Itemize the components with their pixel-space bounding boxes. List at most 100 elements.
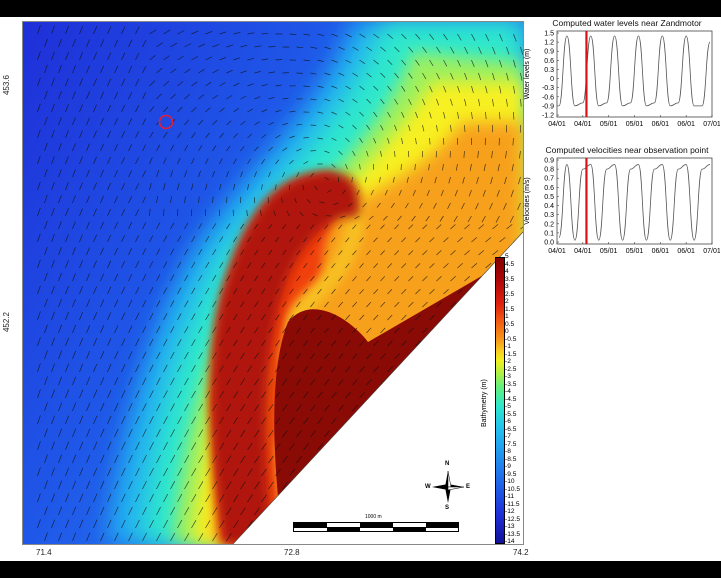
chart1-y-tick-label: -0.6 — [542, 94, 554, 101]
chart2-x-tick-label: 06/01 — [652, 248, 670, 255]
map-y-tick-2: 452.2 — [2, 312, 11, 333]
colorbar-tick-label: -6 — [505, 418, 511, 425]
chart2-y-tick-label: 0.3 — [544, 212, 554, 219]
colorbar-tick-label: -5 — [505, 403, 511, 410]
chart1-series-line — [558, 35, 711, 107]
colorbar-tick-label: 3 — [505, 283, 509, 290]
map-x-tick-1: 71.4 — [36, 548, 52, 557]
chart1-x-tick-label: 06/01 — [652, 121, 670, 128]
colorbar-tick-label: -13 — [505, 523, 515, 530]
colorbar-tick-label: -2 — [505, 358, 511, 365]
chart1-x-tick-label: 04/01 — [574, 121, 592, 128]
compass-w: W — [425, 484, 431, 490]
colorbar-tick-label: -12 — [505, 508, 515, 515]
chart1-x-tick-label: 04/01 — [548, 121, 566, 128]
figure-canvas: 5 4.5 4 3.5 3 2.5 2 1.5 1 0.5 0 -0.5 -1 -1.5 -2 -2.5 -3-… — [0, 17, 721, 561]
colorbar-tick-label: -8 — [505, 448, 511, 455]
chart1-y-tick-label: -0.3 — [542, 85, 554, 92]
chart2-y-tick-label: 0.7 — [544, 176, 554, 183]
colorbar-tick-label: -13.5 — [505, 530, 521, 538]
chart1-x-tick-label: 06/01 — [677, 121, 695, 128]
compass-n: N — [445, 461, 450, 467]
colorbar-tick-label: 4 — [505, 268, 509, 275]
chart1-title: Computed water levels near Zandmotor — [552, 18, 702, 28]
colorbar-tick-label: -7 — [505, 433, 511, 440]
chart2-y-tick-label: 0.4 — [544, 203, 554, 210]
compass-rose-icon — [432, 470, 465, 503]
chart1-y-tick-label: 1.2 — [544, 40, 554, 47]
colorbar-tick-label: 0 — [505, 328, 509, 335]
colorbar-tick-label: -6.5 — [505, 425, 517, 433]
flow-vectors — [37, 25, 523, 542]
chart1-y-tick-label: 1.5 — [544, 31, 554, 38]
colorbar-tick-label: -4.5 — [505, 395, 517, 403]
map-x-tick-2: 72.8 — [284, 548, 300, 557]
colorbar-tick-label: 2 — [505, 298, 509, 305]
colorbar-tick-label: -12.5 — [505, 515, 521, 523]
chart1-y-tick-label: -1.2 — [542, 113, 554, 120]
colorbar-tick-label: 1.5 — [505, 305, 515, 313]
colorbar-tick-label: -1.5 — [505, 350, 517, 358]
colorbar-tick-label: -2.5 — [505, 365, 517, 373]
colorbar-tick-label: -11 — [505, 493, 515, 500]
chart1-x-tick-label: 05/01 — [600, 121, 618, 128]
chart2-y-tick-label: 0.1 — [544, 230, 554, 237]
chart1-y-tick-label: -0.9 — [542, 103, 554, 110]
colorbar-tick-label: -3 — [505, 373, 511, 380]
map-x-tick-3: 74.2 — [513, 548, 529, 557]
chart2-x-tick-label: 05/01 — [626, 248, 644, 255]
bathymetry-map: 5 4.5 4 3.5 3 2.5 2 1.5 1 0.5 0 -0.5 -1 -1.5 -2 -2.5 -3-… — [22, 21, 524, 545]
chart2-y-tick-label: 0.9 — [544, 158, 554, 165]
bathymetry-map-svg — [23, 22, 523, 544]
chart1-x-tick-label: 07/01 — [703, 121, 720, 128]
colorbar-tick-label: -10 — [505, 478, 515, 485]
colorbar-tick-label: -7.5 — [505, 440, 517, 448]
chart2-y-tick-label: 0.8 — [544, 167, 554, 174]
colorbar-tick-label: -10.5 — [505, 485, 521, 493]
scale-bar-label: 1000 m — [365, 514, 382, 520]
colorbar-tick-label: -8.5 — [505, 455, 517, 463]
chart1-x-tick-label: 05/01 — [626, 121, 644, 128]
chart2-title: Computed velocities near observation poi… — [545, 145, 709, 155]
colorbar-tick-label: -11.5 — [505, 500, 520, 508]
colorbar-tick-label: 5 — [505, 253, 509, 260]
map-y-tick-1: 453.6 — [2, 75, 11, 96]
chart1-y-axis-label: Water levels (m) — [524, 49, 531, 100]
water-level-chart: 1.51.20.90.60.30-0.3-0.6-0.9-1.204/01 04/… — [524, 31, 720, 129]
chart2-y-tick-label: 0.5 — [544, 194, 554, 201]
chart2-series-line — [558, 164, 711, 241]
colorbar-tick-label: -9.5 — [505, 470, 517, 478]
chart2-x-tick-label: 07/01 — [703, 248, 720, 255]
colorbar-tick-label: 2.5 — [505, 290, 515, 298]
velocity-chart: 0.90.80.70.60.50.40.30.20.10.004/01 04/01… — [524, 158, 720, 256]
observation-point-marker — [158, 114, 174, 130]
chart1-y-tick-label: 0 — [550, 76, 554, 83]
colorbar-tick-label: -14 — [505, 538, 515, 545]
chart2-x-tick-label: 05/01 — [600, 248, 618, 255]
colorbar-tick-label: -1 — [505, 343, 511, 350]
colorbar-title: Bathymetry (m) — [481, 379, 488, 427]
chart1-y-tick-label: 0.6 — [544, 58, 554, 65]
colorbar-tick-label: 0.5 — [505, 320, 515, 328]
colorbar-tick-label: 3.5 — [505, 275, 515, 283]
colorbar-tick-label: -3.5 — [505, 380, 517, 388]
north-arrow-compass: N E S W — [425, 461, 471, 511]
colorbar — [495, 257, 505, 544]
chart2-y-tick-label: 0.2 — [544, 221, 554, 228]
colorbar-tick-label: -5.5 — [505, 410, 517, 418]
colorbar-tick-label: -9 — [505, 463, 511, 470]
chart2-x-tick-label: 04/01 — [548, 248, 566, 255]
chart2-x-tick-label: 06/01 — [677, 248, 695, 255]
chart1-y-tick-label: 0.3 — [544, 67, 554, 74]
compass-e: E — [466, 484, 471, 490]
compass-s: S — [445, 505, 450, 511]
chart1-y-tick-label: 0.9 — [544, 49, 554, 56]
chart2-y-tick-label: 0.6 — [544, 185, 554, 192]
chart2-y-axis-label: Velocities (m/s) — [524, 177, 531, 224]
chart2-y-tick-label: 0.0 — [544, 240, 554, 247]
scale-bar: 1000 m — [293, 514, 459, 532]
chart2-x-tick-label: 04/01 — [574, 248, 592, 255]
colorbar-tick-label: 1 — [505, 313, 509, 320]
colorbar-tick-label: -4 — [505, 388, 511, 395]
colorbar-tick-label: -0.5 — [505, 335, 517, 343]
